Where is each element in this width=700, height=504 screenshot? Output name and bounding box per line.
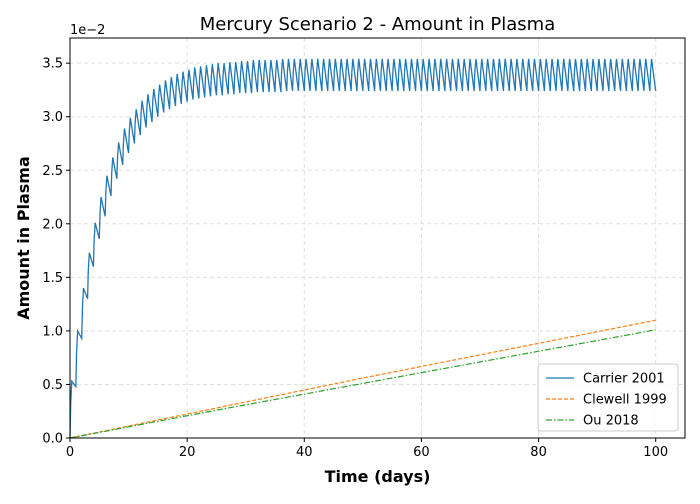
x-tick-label: 60 [413, 445, 430, 460]
x-tick-label: 100 [643, 445, 668, 460]
x-tick-label: 0 [66, 445, 74, 460]
y-offset-label: 1e−2 [70, 23, 105, 38]
x-tick-label: 40 [296, 445, 313, 460]
y-tick-label: 0.0 [42, 432, 63, 447]
y-tick-label: 2.0 [42, 217, 63, 232]
legend-box [537, 363, 679, 432]
y-tick-label: 1.0 [42, 324, 63, 339]
series-line-2 [69, 329, 656, 439]
legend-label: Ou 2018 [583, 414, 639, 429]
x-tick-label: 80 [530, 445, 547, 460]
x-tick-label: 20 [179, 445, 196, 460]
chart-title: Mercury Scenario 2 - Amount in Plasma [200, 14, 555, 35]
ticks: 0 20 40 60 80 100 0.0 0.5 1.0 1.5 2.0 2.5 3.0 3.5 [42, 57, 668, 460]
series-layer [69, 58, 657, 439]
y-tick-label: 3.0 [42, 110, 63, 125]
series-line-0 [69, 58, 657, 439]
y-tick-label: 0.5 [42, 378, 63, 393]
series-line-1 [69, 319, 656, 439]
legend: Carrier 2001 Clewell 1999 Ou 2018 [537, 363, 679, 432]
y-tick-label: 3.5 [42, 57, 63, 72]
plot-frame [69, 37, 686, 439]
legend-label: Carrier 2001 [583, 372, 665, 387]
x-axis-label: Time (days) [325, 467, 431, 486]
legend-label: Clewell 1999 [583, 393, 667, 408]
y-tick-label: 2.5 [42, 164, 63, 179]
y-tick-label: 1.5 [42, 271, 63, 286]
y-axis-label: Amount in Plasma [14, 156, 33, 320]
